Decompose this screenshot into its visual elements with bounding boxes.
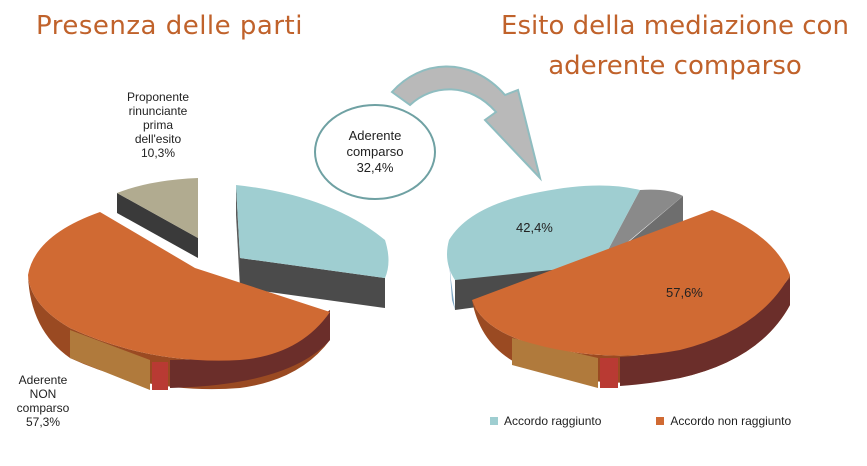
bubble-value: 32,4% [356, 160, 394, 175]
legend-label-non-raggiunto: Accordo non raggiunto [670, 414, 792, 428]
legend-swatch-non-raggiunto [656, 417, 665, 425]
bubble-line-2: comparso [346, 144, 404, 159]
curved-arrow [390, 65, 542, 182]
left-slice-proponente-side [117, 193, 198, 258]
right-slice-nonraggiunto-wall-red [600, 358, 618, 388]
right-slice-nonraggiunto-wall-dark [620, 278, 790, 386]
label-proponente: Proponente rinunciante prima dell'esito … [108, 90, 208, 160]
left-slice-comparso-edge [236, 185, 240, 288]
right-chart-title: Esito della mediazione con aderente comp… [490, 6, 860, 86]
left-slice-comparso-side [240, 258, 385, 308]
left-slice-proponente [117, 178, 198, 238]
right-chart-legend: Accordo raggiunto Accordo non raggiunto [490, 414, 791, 428]
right-slice-nonraggiunto [472, 210, 790, 356]
right-title-line-2: aderente comparso [548, 51, 802, 81]
label-non-comparso-line-2: NON [29, 387, 57, 401]
label-non-comparso-line-1: Aderente [18, 373, 68, 387]
data-label-non-raggiunto: 57,6% [666, 285, 703, 300]
left-chart-title: Presenza delle parti [36, 11, 303, 41]
left-slice-noncomparso-wall-dark [170, 310, 330, 388]
legend-swatch-raggiunto [490, 417, 498, 425]
aderente-comparso-bubble: Aderente comparso 32,4% [314, 104, 436, 200]
label-proponente-line-4: dell'esito [134, 132, 182, 146]
label-non-comparso-value: 57,3% [25, 415, 61, 429]
label-proponente-line-2: rinunciante [128, 104, 188, 118]
label-non-comparso: Aderente NON comparso 57,3% [8, 373, 78, 429]
right-slice-nonraggiunto-wall-tan [512, 338, 598, 388]
label-non-comparso-line-3: comparso [16, 401, 70, 415]
data-label-raggiunto: 42,4% [516, 220, 553, 235]
legend-item-non-raggiunto: Accordo non raggiunto [656, 414, 791, 428]
left-slice-noncomparso-wall-tan [70, 330, 150, 390]
label-proponente-line-1: Proponente [126, 90, 190, 104]
bubble-line-1: Aderente [348, 128, 402, 143]
left-slice-comparso [236, 185, 389, 278]
label-proponente-line-3: prima [142, 118, 173, 132]
left-slice-noncomparso [28, 212, 330, 361]
left-pie [28, 178, 389, 390]
left-slice-noncomparso-wall-red [152, 362, 168, 390]
right-title-line-1: Esito della mediazione con [501, 11, 849, 41]
legend-label-raggiunto: Accordo raggiunto [504, 414, 602, 428]
label-proponente-value: 10,3% [140, 146, 176, 160]
legend-item-raggiunto: Accordo raggiunto [490, 414, 601, 428]
right-slice-raggiunto-edge [449, 260, 455, 310]
right-pie [447, 185, 790, 388]
